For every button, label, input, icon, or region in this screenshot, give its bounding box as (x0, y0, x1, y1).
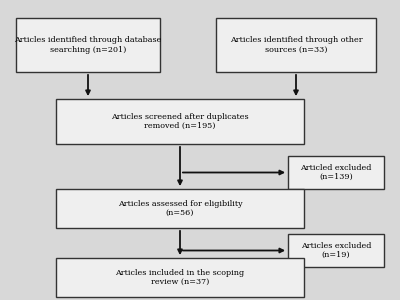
Text: Articles included in the scoping
review (n=37): Articles included in the scoping review … (116, 269, 244, 286)
FancyBboxPatch shape (288, 156, 384, 189)
FancyBboxPatch shape (56, 189, 304, 228)
FancyBboxPatch shape (56, 258, 304, 297)
FancyBboxPatch shape (216, 18, 376, 72)
Text: Articles assessed for eligibility
(n=56): Articles assessed for eligibility (n=56) (118, 200, 242, 217)
Text: Articles identified through other
sources (n=33): Articles identified through other source… (230, 36, 362, 54)
Text: Articles screened after duplicates
removed (n=195): Articles screened after duplicates remov… (111, 113, 249, 130)
FancyBboxPatch shape (16, 18, 160, 72)
Text: Articles identified through database
searching (n=201): Articles identified through database sea… (14, 36, 162, 54)
FancyBboxPatch shape (56, 99, 304, 144)
Text: Articles excluded
(n=19): Articles excluded (n=19) (301, 242, 371, 259)
FancyBboxPatch shape (288, 234, 384, 267)
Text: Articled excluded
(n=139): Articled excluded (n=139) (300, 164, 372, 181)
